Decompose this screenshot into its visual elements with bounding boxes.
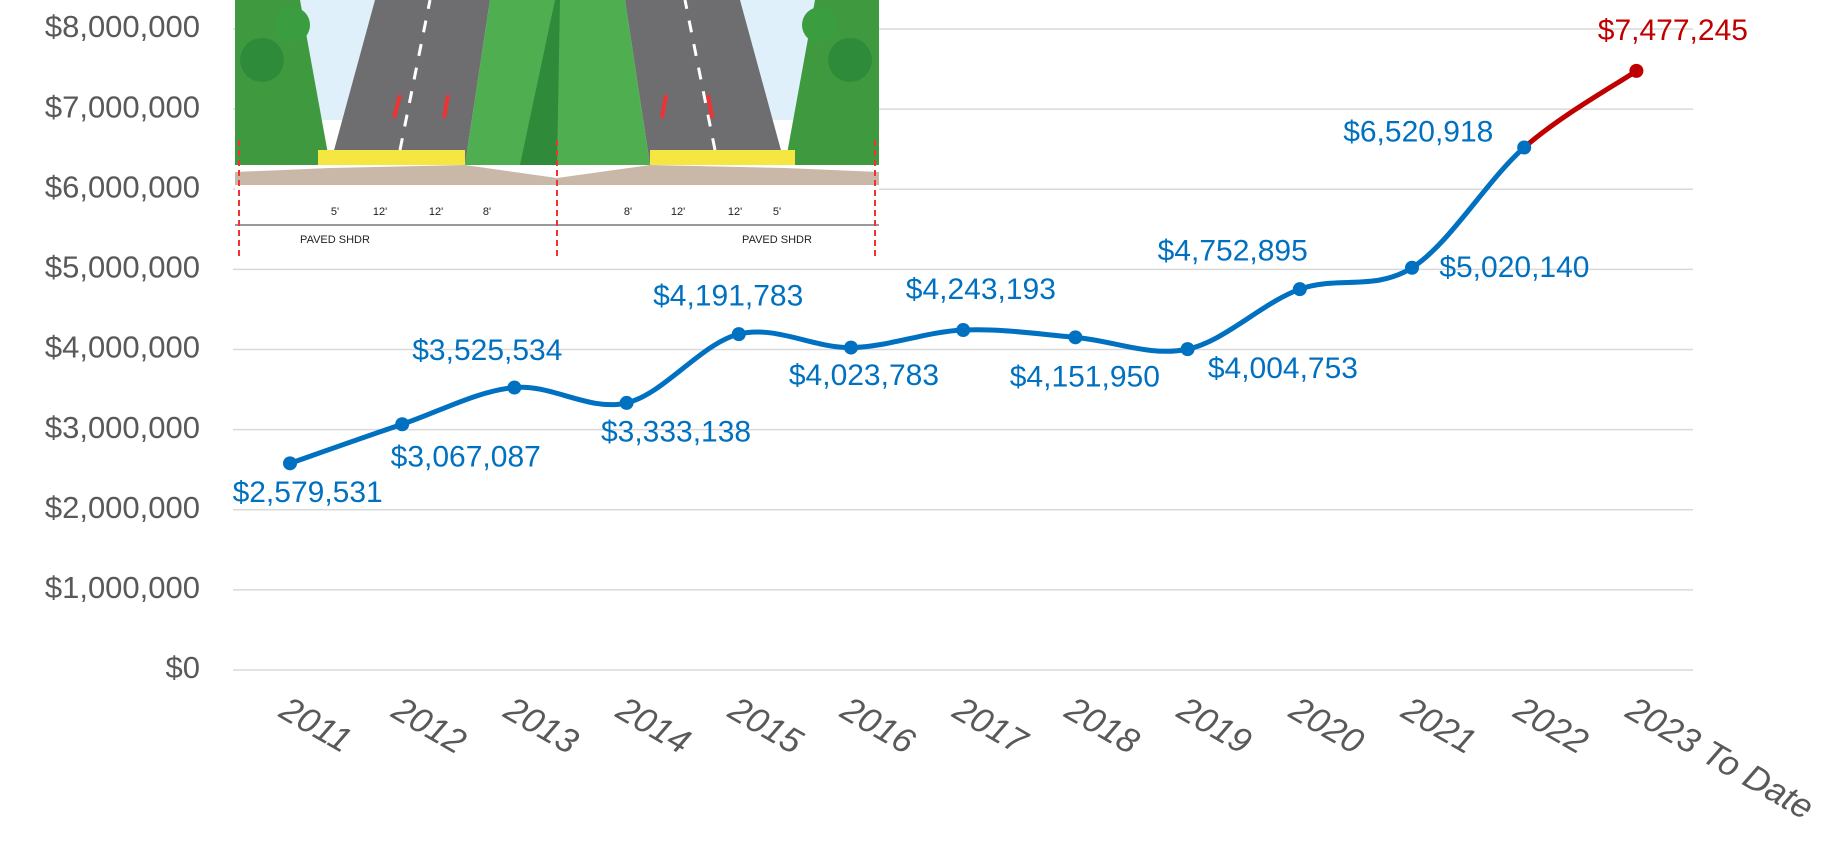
x-tick-label: 2014 <box>609 689 697 762</box>
y-tick-label: $1,000,000 <box>45 570 200 605</box>
data-point <box>507 380 522 395</box>
data-label: $3,333,138 <box>601 415 751 448</box>
data-label: $2,579,531 <box>233 476 383 509</box>
y-tick-label: $3,000,000 <box>45 410 200 445</box>
x-tick-label: 2021 <box>1395 689 1483 762</box>
x-tick-label: 2015 <box>721 689 809 762</box>
data-point <box>1629 63 1644 78</box>
data-label: $4,191,783 <box>653 280 803 313</box>
data-point <box>1068 330 1083 345</box>
x-tick-label: 2023 To Date <box>1619 689 1820 828</box>
data-point <box>1405 260 1419 275</box>
line-latest <box>1522 68 1638 150</box>
x-tick-label: 2019 <box>1170 689 1258 762</box>
x-tick-label: 2011 <box>273 689 359 761</box>
data-label: $3,067,087 <box>391 440 541 473</box>
marks: $2,579,531 2011 $3,067,087 2012 $3,525,534 20… <box>233 14 1821 827</box>
dimension-label: 12' <box>429 206 443 218</box>
data-point <box>1517 140 1532 155</box>
dimension-label: 8' <box>624 206 632 218</box>
data-label: $3,525,534 <box>412 334 562 367</box>
dimension-label: 5' <box>773 206 781 218</box>
dimension-label: 8' <box>483 206 491 218</box>
data-label: $5,020,140 <box>1439 251 1589 284</box>
data-point <box>731 327 746 342</box>
y-tick-label: $6,000,000 <box>45 169 200 204</box>
data-label: $4,752,895 <box>1158 235 1308 268</box>
dimension-label: 12' <box>728 206 742 218</box>
data-label: $4,151,950 <box>1010 360 1160 393</box>
x-tick-label: 2013 <box>497 689 585 762</box>
y-tick-label: $5,000,000 <box>45 250 200 285</box>
data-label: $4,023,783 <box>789 359 939 392</box>
dimension-label: 12' <box>373 206 387 218</box>
y-tick-label: $8,000,000 <box>45 9 200 44</box>
data-point <box>1292 282 1307 297</box>
road-illustration: 5' 12' 12' 8' 8' 12' 12' 5' PAVED SHDR PAVED SHDR <box>235 0 879 261</box>
data-point <box>395 417 410 432</box>
y-tick-label: $0 <box>166 650 200 685</box>
data-point <box>283 456 297 471</box>
shoulder-label: PAVED SHDR <box>742 234 812 246</box>
data-label: $7,477,245 <box>1598 14 1748 47</box>
y-tick-label: $2,000,000 <box>45 490 200 525</box>
y-tick-label: $4,000,000 <box>45 330 200 365</box>
data-point <box>619 395 634 410</box>
data-label: $4,004,753 <box>1208 352 1358 385</box>
x-tick-label: 2020 <box>1282 689 1370 762</box>
x-tick-label: 2017 <box>946 689 1035 763</box>
x-tick-label: 2022 <box>1507 689 1595 762</box>
y-tick-label: $7,000,000 <box>45 89 200 124</box>
data-point <box>844 340 858 355</box>
dimension-label: 5' <box>331 206 339 218</box>
data-point <box>1180 342 1195 357</box>
grid: $0 $1,000,000 $2,000,000 $3,000,000 $4,000,0… <box>45 9 1693 685</box>
x-tick-label: 2016 <box>834 689 922 762</box>
dimension-label: 12' <box>671 206 685 218</box>
shoulder-label: PAVED SHDR <box>300 234 370 246</box>
x-tick-label: 2018 <box>1058 689 1146 762</box>
data-point <box>956 323 971 338</box>
x-tick-label: 2012 <box>385 689 473 762</box>
data-label: $6,520,918 <box>1343 115 1493 148</box>
data-label: $4,243,193 <box>906 273 1056 306</box>
